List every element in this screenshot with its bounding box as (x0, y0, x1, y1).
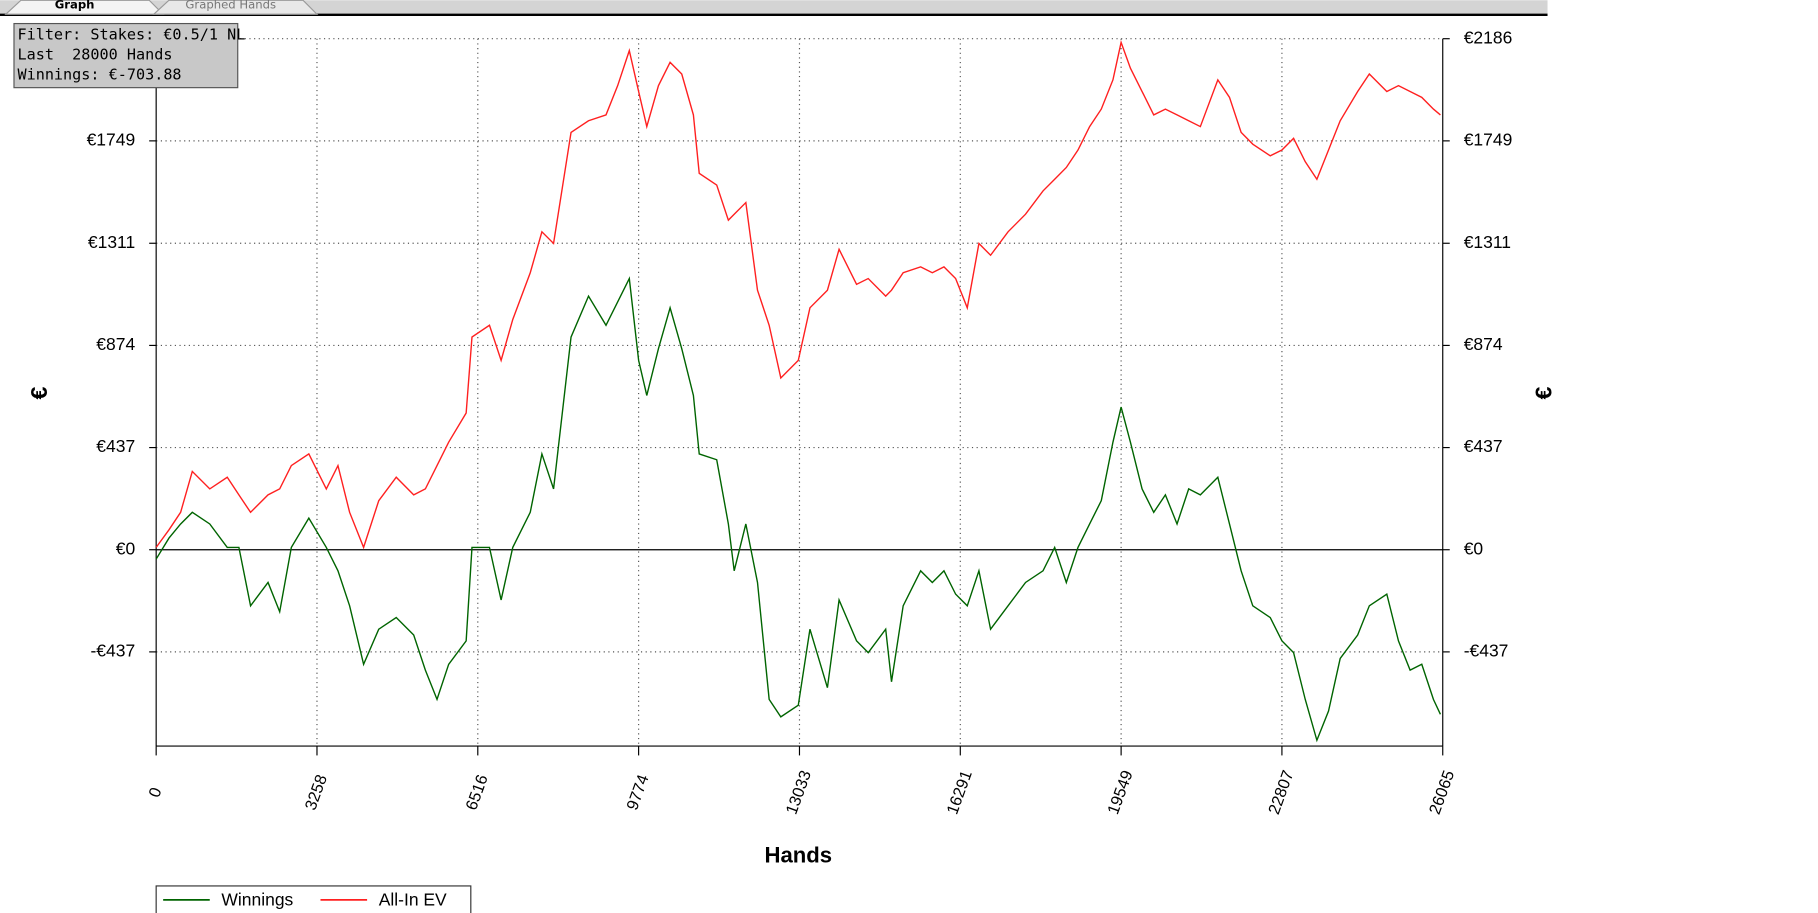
info-text: Winnings: €-703.88 (17, 65, 181, 83)
y-tick-label: €0 (116, 538, 136, 558)
x-tick-label: 13033 (783, 768, 815, 817)
x-tick-label: 9774 (623, 772, 652, 812)
series-line (155, 39, 1441, 550)
tab[interactable] (152, 0, 319, 15)
legend-label: Winnings (221, 890, 293, 910)
y2-tick-label: €1749 (1464, 129, 1513, 149)
tab[interactable] (4, 0, 165, 15)
y-tick-label: €437 (96, 436, 135, 456)
x-tick-label: 0 (146, 785, 166, 800)
y-tick-label: €1749 (87, 129, 136, 149)
y-tick-label: €874 (96, 334, 135, 354)
y2-tick-label: -€437 (1464, 641, 1509, 661)
info-text: Last 28000 Hands (17, 46, 172, 64)
y-tick-label: -€437 (90, 641, 135, 661)
y2-tick-label: €0 (1464, 538, 1484, 558)
y2-tick-label: €2186 (1464, 27, 1513, 47)
x-tick-label: 16291 (943, 768, 975, 817)
tab-label[interactable]: Graphed Hands (185, 0, 276, 11)
x-tick-label: 6516 (462, 772, 491, 812)
x-tick-label: 26065 (1426, 768, 1458, 817)
y-axis-title: € (26, 386, 52, 399)
plot-area (155, 39, 1442, 743)
tab-bar (0, 0, 1548, 15)
x-tick-label: 19549 (1104, 768, 1136, 817)
info-text: Filter: Stakes: €0.5/1 NL (17, 26, 245, 44)
x-tick-label: 22807 (1265, 768, 1297, 817)
x-tick-label: 3258 (302, 772, 331, 812)
y-tick-label: €1311 (88, 232, 135, 252)
y2-tick-label: €874 (1464, 334, 1503, 354)
blank-margin (1547, 0, 1818, 913)
y2-tick-label: €1311 (1464, 232, 1511, 252)
info-box (13, 22, 239, 89)
tab-label[interactable]: Graph (55, 0, 95, 11)
y2-axis-title: € (1530, 386, 1556, 399)
series-line (155, 276, 1442, 743)
y2-tick-label: €437 (1464, 436, 1503, 456)
legend-label: All-In EV (379, 890, 447, 910)
x-axis-title: Hands (764, 843, 832, 868)
